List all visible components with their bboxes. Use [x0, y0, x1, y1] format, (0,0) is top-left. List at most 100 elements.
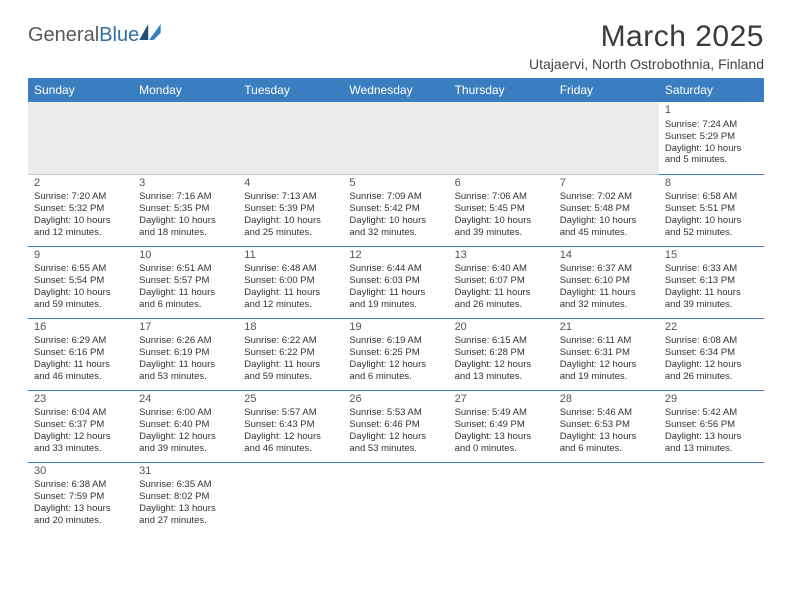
- calendar-cell: 11Sunrise: 6:48 AMSunset: 6:00 PMDayligh…: [238, 246, 343, 318]
- day-number: 11: [244, 249, 337, 263]
- sunset-text: Sunset: 5:42 PM: [349, 203, 442, 215]
- weekday-header: Thursday: [449, 78, 554, 102]
- weekday-header: Sunday: [28, 78, 133, 102]
- daylight-text: Daylight: 11 hours: [665, 287, 758, 299]
- calendar-page: GeneralBlue March 2025 Utajaervi, North …: [0, 0, 792, 554]
- sunset-text: Sunset: 8:02 PM: [139, 491, 232, 503]
- calendar-cell: 27Sunrise: 5:49 AMSunset: 6:49 PMDayligh…: [449, 390, 554, 462]
- sunset-text: Sunset: 6:40 PM: [139, 419, 232, 431]
- calendar-cell: [238, 462, 343, 534]
- calendar-cell: [238, 102, 343, 174]
- sunrise-text: Sunrise: 6:35 AM: [139, 479, 232, 491]
- daylight-text: Daylight: 10 hours: [244, 215, 337, 227]
- sunrise-text: Sunrise: 6:29 AM: [34, 335, 127, 347]
- daylight-text: and 6 minutes.: [139, 299, 232, 311]
- daylight-text: and 20 minutes.: [34, 515, 127, 527]
- flag-icon: [139, 24, 161, 40]
- sunrise-text: Sunrise: 5:57 AM: [244, 407, 337, 419]
- sunrise-text: Sunrise: 6:38 AM: [34, 479, 127, 491]
- sunrise-text: Sunrise: 6:55 AM: [34, 263, 127, 275]
- day-number: 13: [455, 249, 548, 263]
- day-number: 19: [349, 321, 442, 335]
- calendar-week: 9Sunrise: 6:55 AMSunset: 5:54 PMDaylight…: [28, 246, 764, 318]
- day-number: 24: [139, 393, 232, 407]
- sunrise-text: Sunrise: 6:40 AM: [455, 263, 548, 275]
- sunset-text: Sunset: 6:34 PM: [665, 347, 758, 359]
- sunset-text: Sunset: 6:19 PM: [139, 347, 232, 359]
- sunrise-text: Sunrise: 7:02 AM: [560, 191, 653, 203]
- daylight-text: Daylight: 12 hours: [455, 359, 548, 371]
- day-number: 5: [349, 177, 442, 191]
- sunset-text: Sunset: 5:39 PM: [244, 203, 337, 215]
- calendar-cell: [28, 102, 133, 174]
- daylight-text: and 0 minutes.: [455, 443, 548, 455]
- daylight-text: Daylight: 11 hours: [244, 287, 337, 299]
- sunset-text: Sunset: 6:43 PM: [244, 419, 337, 431]
- calendar-cell: 25Sunrise: 5:57 AMSunset: 6:43 PMDayligh…: [238, 390, 343, 462]
- sunrise-text: Sunrise: 6:00 AM: [139, 407, 232, 419]
- daylight-text: and 27 minutes.: [139, 515, 232, 527]
- sunset-text: Sunset: 6:56 PM: [665, 419, 758, 431]
- day-number: 22: [665, 321, 758, 335]
- calendar-cell: 28Sunrise: 5:46 AMSunset: 6:53 PMDayligh…: [554, 390, 659, 462]
- calendar-cell: 10Sunrise: 6:51 AMSunset: 5:57 PMDayligh…: [133, 246, 238, 318]
- weekday-header: Monday: [133, 78, 238, 102]
- sunset-text: Sunset: 6:49 PM: [455, 419, 548, 431]
- daylight-text: Daylight: 13 hours: [665, 431, 758, 443]
- calendar-cell: 7Sunrise: 7:02 AMSunset: 5:48 PMDaylight…: [554, 174, 659, 246]
- daylight-text: Daylight: 12 hours: [34, 431, 127, 443]
- daylight-text: Daylight: 13 hours: [139, 503, 232, 515]
- page-subtitle: Utajaervi, North Ostrobothnia, Finland: [529, 56, 764, 72]
- daylight-text: and 45 minutes.: [560, 227, 653, 239]
- calendar-cell: 12Sunrise: 6:44 AMSunset: 6:03 PMDayligh…: [343, 246, 448, 318]
- day-number: 12: [349, 249, 442, 263]
- day-number: 16: [34, 321, 127, 335]
- calendar-cell: [343, 462, 448, 534]
- daylight-text: Daylight: 11 hours: [139, 287, 232, 299]
- weekday-header: Saturday: [659, 78, 764, 102]
- calendar-cell: [449, 102, 554, 174]
- sunrise-text: Sunrise: 6:58 AM: [665, 191, 758, 203]
- calendar-week: 2Sunrise: 7:20 AMSunset: 5:32 PMDaylight…: [28, 174, 764, 246]
- sunrise-text: Sunrise: 5:49 AM: [455, 407, 548, 419]
- sunset-text: Sunset: 6:03 PM: [349, 275, 442, 287]
- calendar-cell: 14Sunrise: 6:37 AMSunset: 6:10 PMDayligh…: [554, 246, 659, 318]
- day-number: 23: [34, 393, 127, 407]
- daylight-text: and 39 minutes.: [455, 227, 548, 239]
- sunset-text: Sunset: 5:45 PM: [455, 203, 548, 215]
- daylight-text: Daylight: 10 hours: [455, 215, 548, 227]
- sunrise-text: Sunrise: 6:19 AM: [349, 335, 442, 347]
- weekday-header: Wednesday: [343, 78, 448, 102]
- daylight-text: and 5 minutes.: [665, 154, 758, 166]
- sunrise-text: Sunrise: 7:06 AM: [455, 191, 548, 203]
- sunrise-text: Sunrise: 6:04 AM: [34, 407, 127, 419]
- day-number: 31: [139, 465, 232, 479]
- calendar-cell: [133, 102, 238, 174]
- sunrise-text: Sunrise: 7:13 AM: [244, 191, 337, 203]
- sunrise-text: Sunrise: 6:44 AM: [349, 263, 442, 275]
- daylight-text: and 18 minutes.: [139, 227, 232, 239]
- daylight-text: and 26 minutes.: [455, 299, 548, 311]
- calendar-cell: [449, 462, 554, 534]
- daylight-text: and 6 minutes.: [349, 371, 442, 383]
- daylight-text: and 26 minutes.: [665, 371, 758, 383]
- calendar-cell: 31Sunrise: 6:35 AMSunset: 8:02 PMDayligh…: [133, 462, 238, 534]
- day-number: 28: [560, 393, 653, 407]
- daylight-text: Daylight: 11 hours: [455, 287, 548, 299]
- calendar-cell: 22Sunrise: 6:08 AMSunset: 6:34 PMDayligh…: [659, 318, 764, 390]
- calendar-week: 1Sunrise: 7:24 AMSunset: 5:29 PMDaylight…: [28, 102, 764, 174]
- sunset-text: Sunset: 6:28 PM: [455, 347, 548, 359]
- day-number: 2: [34, 177, 127, 191]
- daylight-text: Daylight: 12 hours: [349, 359, 442, 371]
- daylight-text: Daylight: 12 hours: [139, 431, 232, 443]
- daylight-text: and 19 minutes.: [349, 299, 442, 311]
- daylight-text: Daylight: 12 hours: [244, 431, 337, 443]
- sunset-text: Sunset: 6:25 PM: [349, 347, 442, 359]
- daylight-text: and 52 minutes.: [665, 227, 758, 239]
- daylight-text: and 39 minutes.: [139, 443, 232, 455]
- sunrise-text: Sunrise: 6:33 AM: [665, 263, 758, 275]
- daylight-text: Daylight: 10 hours: [139, 215, 232, 227]
- calendar-cell: 15Sunrise: 6:33 AMSunset: 6:13 PMDayligh…: [659, 246, 764, 318]
- sunset-text: Sunset: 6:31 PM: [560, 347, 653, 359]
- daylight-text: and 39 minutes.: [665, 299, 758, 311]
